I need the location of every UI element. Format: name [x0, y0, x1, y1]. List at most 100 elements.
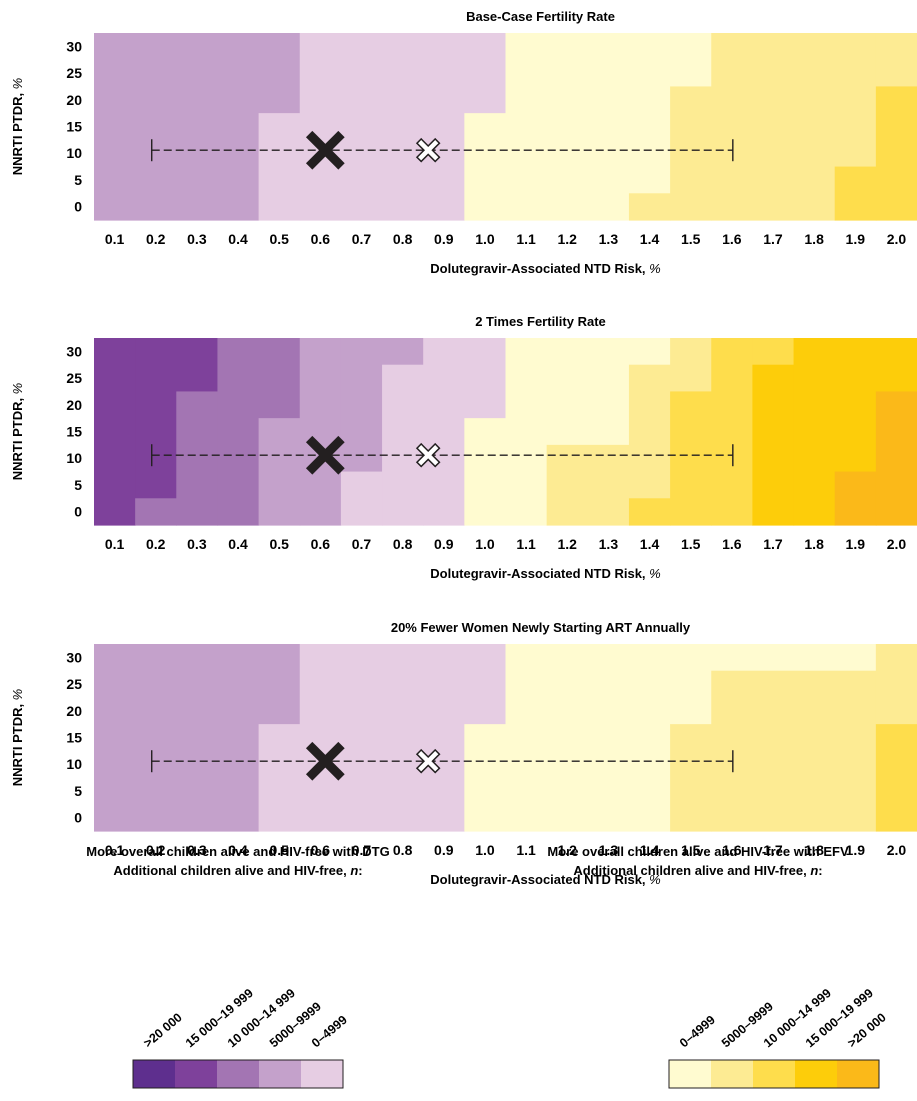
x-tick-label: 0.7 — [352, 536, 372, 552]
heatmap-cell — [752, 364, 795, 526]
x-tick-label: 0.6 — [311, 536, 331, 552]
base-case-marker — [305, 741, 345, 781]
heatmap-cell — [464, 724, 507, 832]
heatmap-cell — [258, 644, 301, 725]
heatmap-panel-1: Base-Case Fertility Rate 30 25 20 15 10 5 0 0.1 0… — [10, 9, 917, 276]
x-tick-label: 0.3 — [187, 231, 207, 247]
heatmap-cell — [711, 33, 836, 221]
heatmap-cell — [628, 338, 671, 366]
heatmap-cell — [299, 644, 465, 832]
y-tick-label: 5 — [74, 172, 82, 188]
legend-swatch — [133, 1060, 175, 1088]
heatmap-cell — [464, 418, 507, 526]
base-case-x-shape — [305, 130, 345, 170]
heatmap-cell — [258, 33, 301, 114]
heatmap-cell — [875, 33, 917, 88]
y-tick-label: 25 — [66, 65, 82, 81]
legend-swatch — [711, 1060, 753, 1088]
heatmap-cell — [299, 338, 342, 526]
alternative-x-fill — [418, 445, 439, 466]
y-tick-label: 10 — [66, 450, 82, 466]
x-tick-label: 1.8 — [804, 536, 824, 552]
x-axis-label: Dolutegravir-Associated NTD Risk, % — [430, 261, 660, 276]
alternative-x-fill — [418, 140, 439, 161]
heatmap-cell — [711, 670, 877, 832]
legend-bar-border — [132, 1059, 344, 1089]
heatmap-cell — [670, 33, 712, 88]
panel-title: Base-Case Fertility Rate — [466, 9, 615, 24]
heatmap-cell — [340, 471, 383, 526]
heatmap-panel-3: 20% Fewer Women Newly Starting ART Annua… — [10, 620, 917, 887]
heatmap-cell — [875, 86, 917, 221]
panel-title: 20% Fewer Women Newly Starting ART Annua… — [391, 620, 691, 635]
legend-swatch — [259, 1060, 301, 1088]
y-tick-label: 30 — [66, 649, 82, 665]
heatmap-cell — [711, 644, 877, 672]
heatmap-cell — [176, 338, 219, 393]
heatmap-cell — [546, 338, 630, 446]
x-tick-label: 1.7 — [763, 231, 783, 247]
heatmap-cell — [628, 498, 671, 526]
heatmap-cell — [875, 338, 917, 393]
x-tick-label: 0.4 — [228, 842, 248, 858]
y-tick-label: 15 — [66, 119, 82, 135]
legend-title-line2: Additional children alive and HIV-free, … — [573, 863, 822, 878]
heatmap-cell — [135, 498, 177, 526]
x-tick-label: 0.6 — [311, 842, 331, 858]
x-tick-label: 0.5 — [269, 231, 289, 247]
legend-title-line2: Additional children alive and HIV-free, … — [113, 863, 362, 878]
heatmap-cell — [258, 338, 301, 419]
x-tick-label: 0.2 — [146, 536, 166, 552]
legend-efv-title: More overall children alive and HIV-free… — [547, 844, 849, 878]
heatmap-cell — [258, 113, 301, 221]
heatmap-cell — [752, 338, 795, 366]
x-axis-label: Dolutegravir-Associated NTD Risk, % — [430, 566, 660, 581]
legend-label: 0–4999 — [677, 1013, 718, 1051]
legend-swatch — [175, 1060, 217, 1088]
x-tick-label: 1.2 — [557, 231, 577, 247]
heatmap-cell — [464, 338, 507, 419]
y-tick-label: 0 — [74, 504, 82, 520]
x-tick-label: 1.5 — [681, 842, 701, 858]
heatmap-cell — [670, 724, 712, 832]
legend-swatch — [795, 1060, 837, 1088]
x-tick-label: 1.0 — [475, 231, 495, 247]
x-tick-label: 1.4 — [640, 231, 660, 247]
x-tick-label: 1.1 — [516, 536, 536, 552]
legend-dtg-title: More overall children alive and HIV-free… — [86, 844, 389, 878]
x-tick-label: 1.9 — [846, 231, 866, 247]
y-tick-label: 10 — [66, 756, 82, 772]
x-tick-label: 0.5 — [269, 536, 289, 552]
x-tick-label: 0.7 — [352, 842, 372, 858]
x-tick-label: 0.7 — [352, 231, 372, 247]
y-tick-label: 0 — [74, 810, 82, 826]
heatmap-cell — [505, 644, 671, 832]
x-tick-label: 1.8 — [804, 231, 824, 247]
alternative-marker — [415, 137, 441, 163]
heatmap-cell — [217, 338, 260, 526]
x-axis-label: Dolutegravir-Associated NTD Risk, % — [430, 872, 660, 887]
y-tick-label: 25 — [66, 676, 82, 692]
alternative-x-fill — [418, 751, 439, 772]
heatmap-panel-2: 2 Times Fertility Rate 30 25 20 15 10 5 0 0.1 0.2… — [10, 314, 917, 581]
heatmap-cell — [258, 724, 301, 832]
x-tick-label: 0.4 — [228, 536, 248, 552]
heatmap-cell — [94, 644, 260, 832]
heatmap-cell — [94, 338, 136, 526]
x-tick-label: 0.9 — [434, 842, 454, 858]
x-tick-label: 0.9 — [434, 231, 454, 247]
heatmap-cell — [135, 338, 177, 499]
heatmap-cell — [670, 86, 712, 221]
x-tick-label: 1.1 — [516, 231, 536, 247]
heatmap-cell — [464, 113, 507, 221]
x-tick-label: 0.8 — [393, 231, 413, 247]
heatmap-cell — [711, 338, 753, 446]
heatmap-cell — [94, 33, 260, 221]
x-tick-label: 0.3 — [187, 536, 207, 552]
heatmap-cell — [875, 391, 917, 526]
x-tick-label: 1.4 — [640, 842, 660, 858]
x-tick-label: 0.1 — [105, 842, 125, 858]
legend-swatch — [669, 1060, 711, 1088]
